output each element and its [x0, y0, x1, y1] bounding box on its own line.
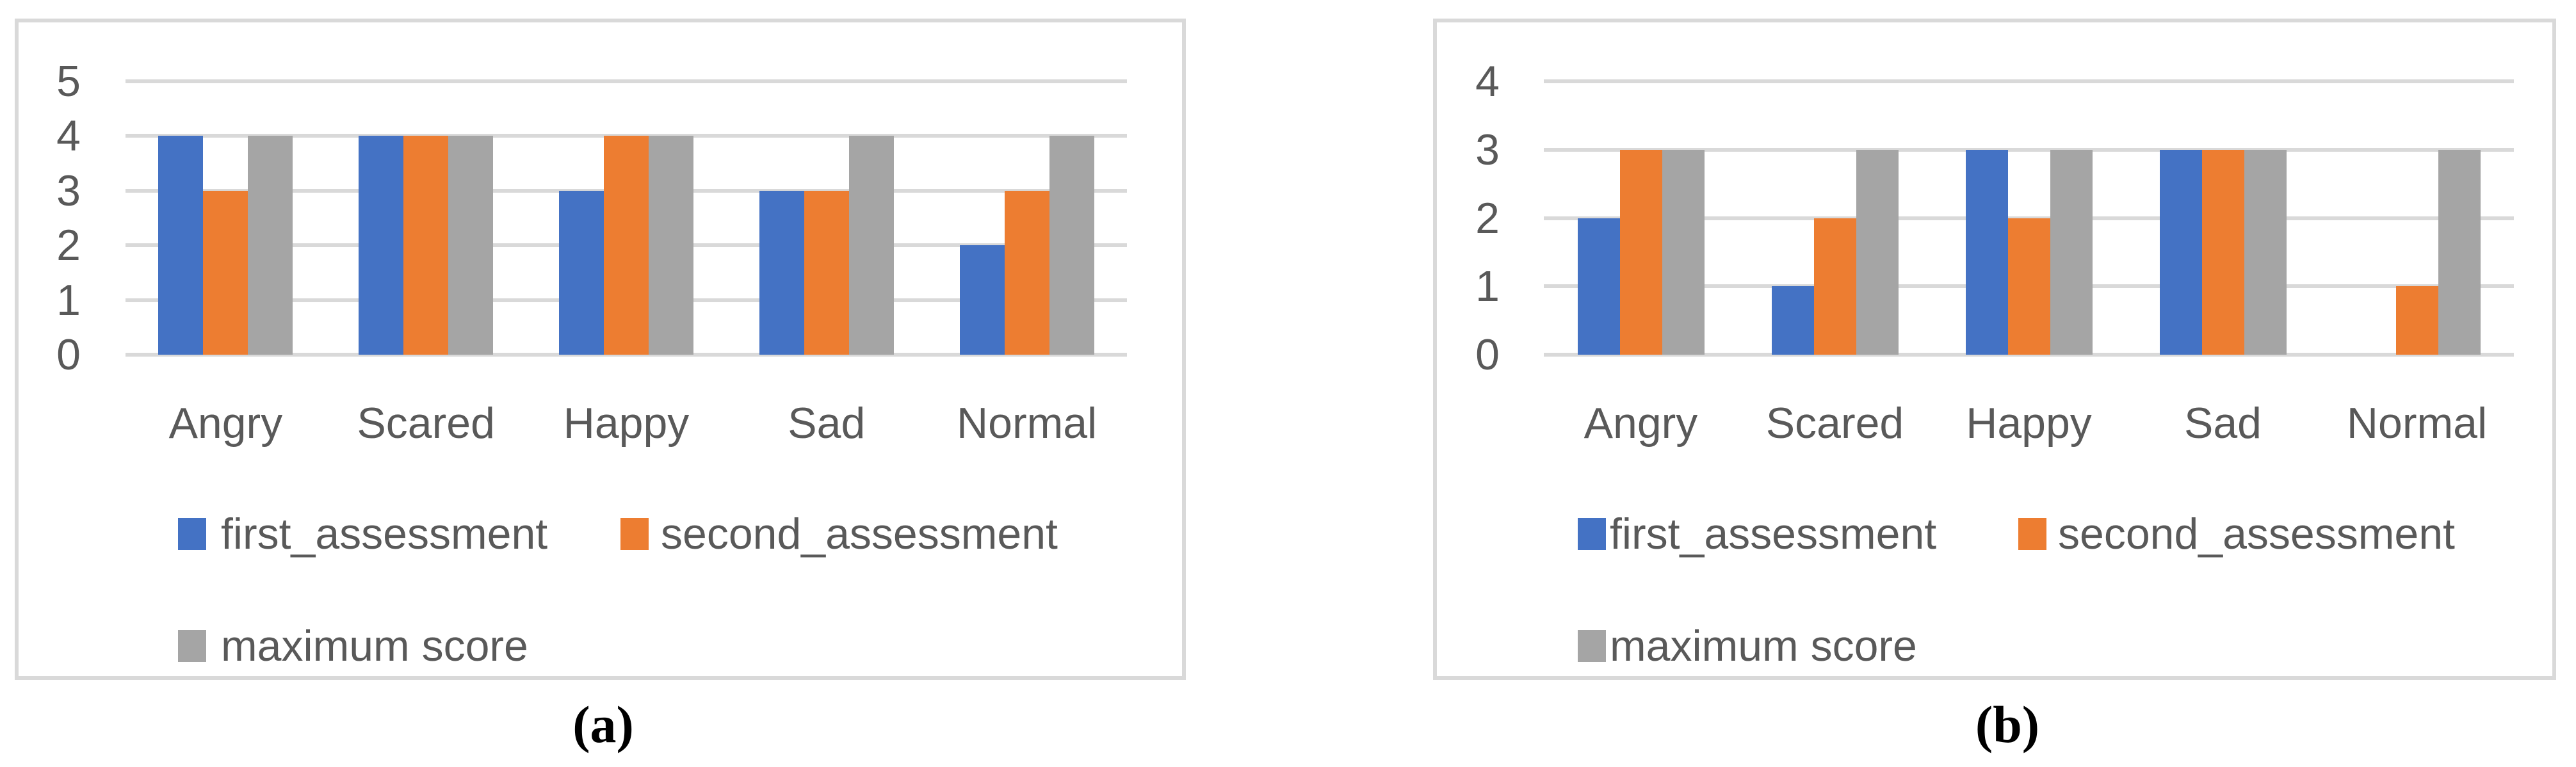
y-tick-label: 3: [56, 166, 81, 215]
bar-angry-maximum-score: [248, 136, 293, 355]
y-tick-label: 4: [1475, 57, 1500, 106]
y-tick-label: 2: [1475, 193, 1500, 243]
x-category-label-normal: Normal: [957, 399, 1098, 448]
bar-sad-first-assessment: [759, 190, 804, 355]
bar-scared-maximum-score: [448, 136, 494, 355]
x-category-label-normal: Normal: [2346, 399, 2488, 448]
legend-label-maximum-score: maximum score: [1610, 622, 1917, 670]
y-tick-label: 1: [1475, 262, 1500, 311]
legend-label-first-assessment: first_assessment: [1610, 510, 1937, 558]
bar-happy-first-assessment: [559, 190, 604, 355]
caption-b: (b): [1975, 695, 2040, 754]
legend-marker-maximum-score: [178, 630, 206, 662]
gridline-y-4: [1544, 79, 2514, 83]
bar-sad-maximum-score: [848, 136, 894, 355]
bar-normal-second-assessment: [1004, 190, 1049, 355]
bar-scared-first-assessment: [1771, 286, 1814, 355]
y-tick-label: 0: [1475, 330, 1500, 379]
bar-normal-first-assessment: [959, 245, 1005, 355]
bar-angry-second-assessment: [203, 190, 248, 355]
bar-normal-maximum-score: [2438, 149, 2481, 355]
x-category-label-happy: Happy: [563, 399, 690, 448]
x-category-label-scared: Scared: [357, 399, 495, 448]
gridline-y-0: [1544, 353, 2514, 357]
bar-sad-second-assessment: [804, 190, 849, 355]
x-category-label-scared: Scared: [1765, 399, 1904, 448]
x-category-label-angry: Angry: [1584, 399, 1698, 448]
legend-marker-second-assessment: [620, 518, 649, 550]
legend-label-second-assessment: second_assessment: [661, 510, 1058, 558]
y-tick-label: 1: [56, 275, 81, 325]
bar-happy-first-assessment: [1965, 149, 2008, 355]
legend-label-second-assessment: second_assessment: [2058, 510, 2455, 558]
chart-panel-b: 0 1 2 3 4 Angry Scared Happy Sad Normal first_asse…: [1433, 19, 2556, 680]
legend-marker-first-assessment: [1578, 518, 1606, 550]
bar-scared-second-assessment: [403, 136, 449, 355]
x-category-label-happy: Happy: [1966, 399, 2092, 448]
bar-normal-second-assessment: [2395, 286, 2438, 355]
y-tick-label: 2: [56, 221, 81, 270]
bar-happy-maximum-score: [649, 136, 693, 355]
bar-scared-first-assessment: [359, 136, 404, 355]
y-tick-label: 0: [56, 330, 81, 379]
legend-label-first-assessment: first_assessment: [221, 510, 548, 558]
y-tick-label: 3: [1475, 125, 1500, 174]
legend-marker-maximum-score: [1578, 630, 1606, 662]
bar-happy-second-assessment: [2007, 218, 2050, 355]
bar-normal-maximum-score: [1049, 136, 1094, 355]
bar-angry-first-assessment: [1577, 218, 1620, 355]
bar-happy-second-assessment: [604, 136, 649, 355]
gridline-y-0: [126, 353, 1127, 357]
gridline-y-3: [1544, 147, 2514, 152]
gridline-y-5: [126, 79, 1127, 83]
x-category-label-sad: Sad: [2184, 399, 2262, 448]
bar-scared-second-assessment: [1813, 218, 1856, 355]
bar-angry-maximum-score: [1662, 149, 1705, 355]
bar-angry-second-assessment: [1619, 149, 1662, 355]
caption-a: (a): [572, 695, 634, 754]
bar-sad-second-assessment: [2201, 149, 2244, 355]
bar-sad-maximum-score: [2244, 149, 2287, 355]
bar-happy-maximum-score: [2050, 149, 2093, 355]
x-category-label-angry: Angry: [168, 399, 283, 448]
bar-scared-maximum-score: [1856, 149, 1899, 355]
bar-angry-first-assessment: [158, 136, 204, 355]
legend-marker-second-assessment: [2018, 518, 2046, 550]
legend-label-maximum-score: maximum score: [221, 622, 528, 670]
legend-marker-first-assessment: [178, 518, 206, 550]
x-category-label-sad: Sad: [788, 399, 866, 448]
chart-panel-a: 0 1 2 3 4 5 Angry Scared Happy Sad Normal first_ass…: [15, 19, 1186, 680]
y-tick-label: 4: [56, 111, 81, 161]
y-tick-label: 5: [56, 57, 81, 106]
bar-sad-first-assessment: [2159, 149, 2202, 355]
